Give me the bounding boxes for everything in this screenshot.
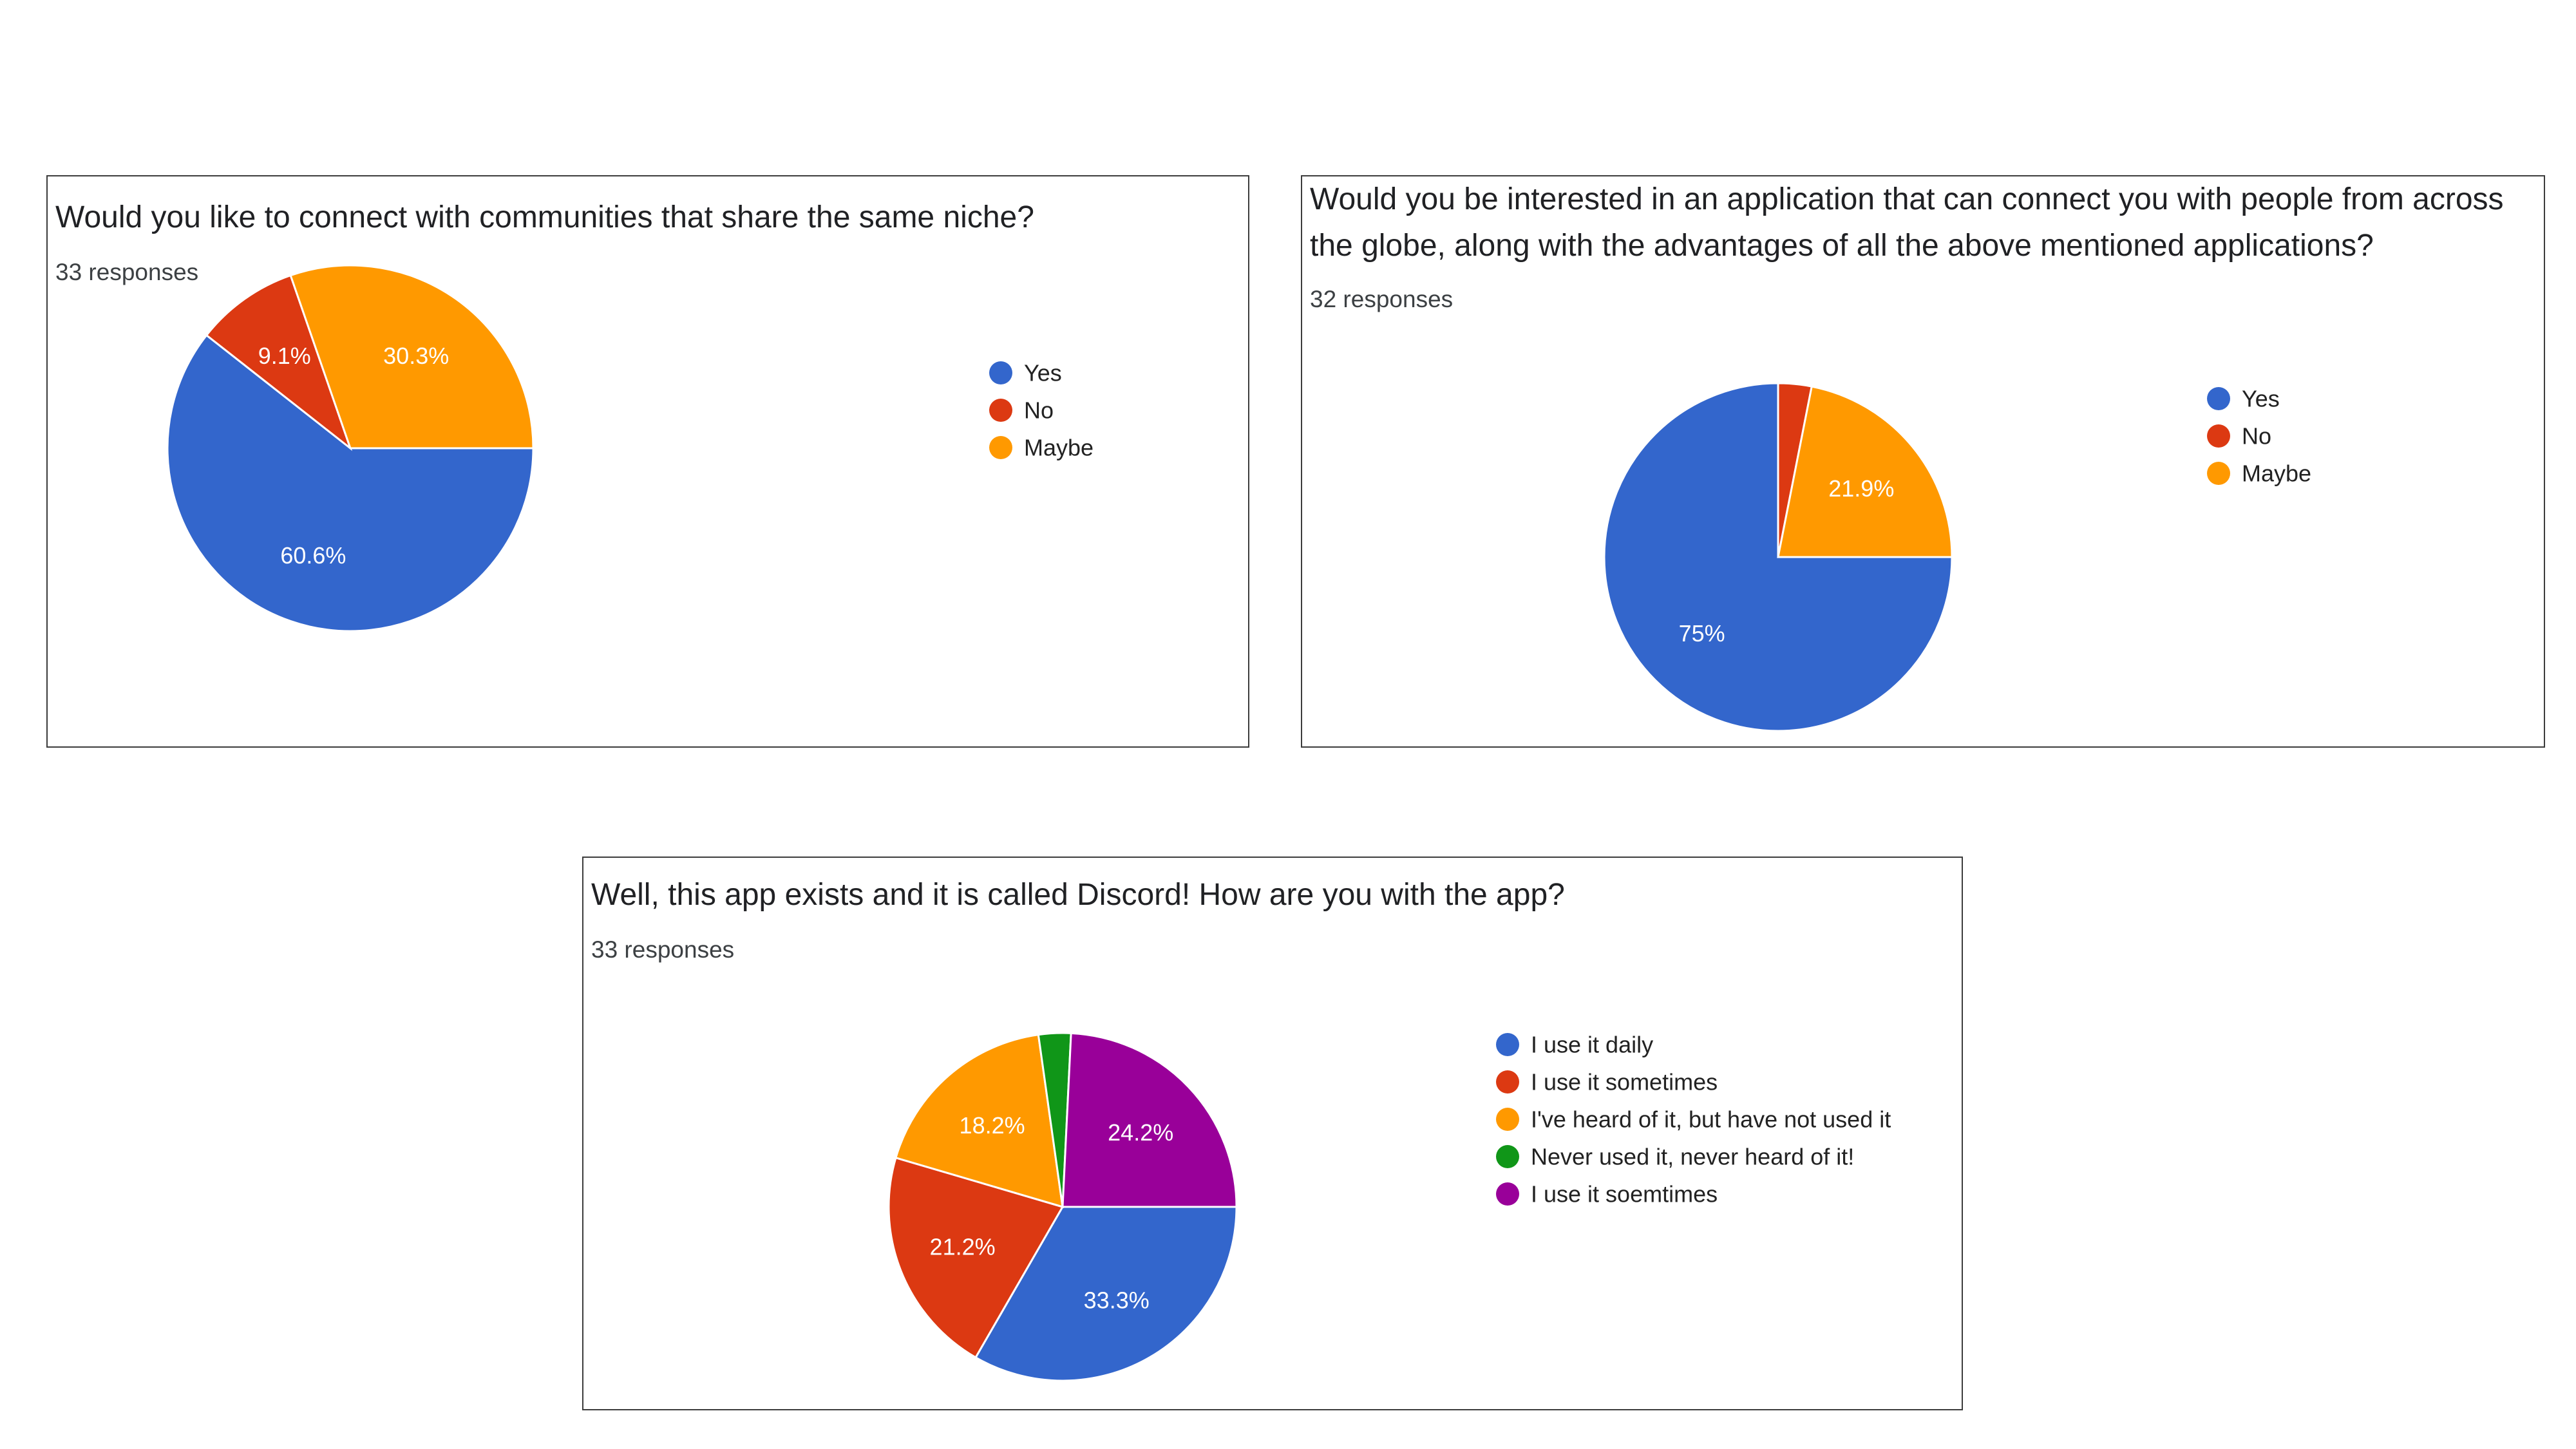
chart-title: Would you be interested in an applicatio… xyxy=(1310,182,2504,263)
pie-slice xyxy=(1777,385,1953,558)
legend-label: Yes xyxy=(2242,386,2280,412)
legend-marker xyxy=(1496,1182,1519,1206)
legend-label: I use it soemtimes xyxy=(1531,1181,1718,1208)
data-label: 9.1% xyxy=(258,343,311,369)
response-count: 33 responses xyxy=(591,936,735,963)
pie-slice xyxy=(887,1156,1065,1359)
pie-slice xyxy=(974,1206,1238,1382)
legend-marker xyxy=(989,361,1012,384)
chart-card-1: Would you like to connect with communiti… xyxy=(46,175,1249,748)
pie-slice xyxy=(166,334,535,632)
legend-label: No xyxy=(2242,423,2271,450)
response-count: 33 responses xyxy=(55,259,199,285)
chart-card-2: Would you be interested in an applicatio… xyxy=(1301,175,2545,748)
data-label: 60.6% xyxy=(280,542,346,569)
data-label: 24.2% xyxy=(1108,1119,1173,1146)
data-label: 21.9% xyxy=(1828,475,1894,502)
legend-label: I use it daily xyxy=(1531,1032,1653,1058)
legend-label: Never used it, never heard of it! xyxy=(1531,1144,1854,1170)
legend-label: Maybe xyxy=(2242,460,2311,487)
legend-label: I've heard of it, but have not used it xyxy=(1531,1106,1891,1133)
pie-slice xyxy=(205,274,353,451)
pie-slice xyxy=(1061,1032,1238,1208)
chart-title: Would you like to connect with communiti… xyxy=(55,200,1034,234)
legend-marker xyxy=(2207,462,2230,485)
legend-marker xyxy=(989,436,1012,459)
legend-label: No xyxy=(1024,397,1054,424)
chart-card-3: Well, this app exists and it is called D… xyxy=(582,857,1963,1410)
legend-label: Yes xyxy=(1024,360,1062,386)
pie-slice xyxy=(289,264,535,450)
chart-title: Well, this app exists and it is called D… xyxy=(591,878,1565,912)
response-count: 32 responses xyxy=(1310,286,1454,312)
pie-chart: 60.6% 9.1% 30.3% Yes No Maybe xyxy=(166,264,1094,632)
legend-marker xyxy=(1496,1145,1519,1168)
pie-chart: 33.3% 21.2% 18.2% 24.2% I use it daily I use … xyxy=(887,1032,1891,1382)
data-label: 21.2% xyxy=(930,1234,996,1260)
data-label: 18.2% xyxy=(960,1112,1025,1139)
data-label: 30.3% xyxy=(383,343,449,369)
legend-marker xyxy=(2207,424,2230,448)
legend-label: Maybe xyxy=(1024,435,1094,461)
legend-marker xyxy=(1496,1108,1519,1131)
pie-slice xyxy=(895,1033,1064,1209)
pie-chart: 75% 21.9% Yes No Maybe xyxy=(1603,382,2311,732)
legend-marker xyxy=(989,399,1012,422)
legend-marker xyxy=(1496,1033,1519,1056)
data-label: 33.3% xyxy=(1084,1287,1150,1314)
legend-label: I use it sometimes xyxy=(1531,1069,1718,1095)
legend-marker xyxy=(1496,1070,1519,1094)
legend-marker xyxy=(2207,387,2230,410)
data-label: 75% xyxy=(1679,620,1725,647)
